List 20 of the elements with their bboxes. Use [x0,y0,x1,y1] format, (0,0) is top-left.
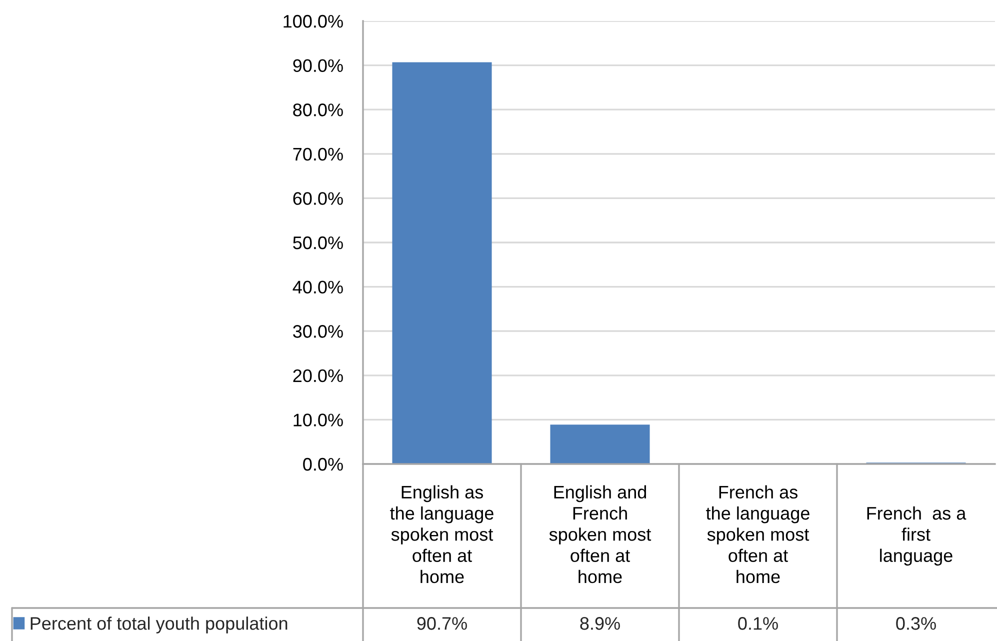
y-tick-label: 20.0% [293,369,343,382]
x-tick-label: English and French spoken most often at home [549,485,652,584]
y-tick-label: 100.0% [284,14,343,28]
y-tick-label: 70.0% [293,148,343,161]
data-label: 0.1% [738,617,778,630]
y-tick-label: 40.0% [292,280,343,294]
y-tick-label: 60.0% [293,192,343,205]
y-tick-label: 30.0% [293,325,343,338]
y-tick-label: 80.0% [293,104,343,116]
data-label: 8.9% [580,617,620,630]
data-label: 90.7% [417,617,467,630]
x-tick-label: French as the language spoken most often at home [706,485,810,584]
legend-label: Percent of total youth population [30,616,288,634]
y-tick-label: 50.0% [293,236,343,250]
x-tick-label: English as the language spoken most often at home [390,485,494,584]
y-tick-label: 0.0% [303,458,343,471]
y-tick-label: 90.0% [293,59,343,72]
data-label: 0.3% [896,617,936,630]
y-tick-label: 10.0% [294,414,343,426]
x-tick-label: French as a first language [867,506,966,566]
